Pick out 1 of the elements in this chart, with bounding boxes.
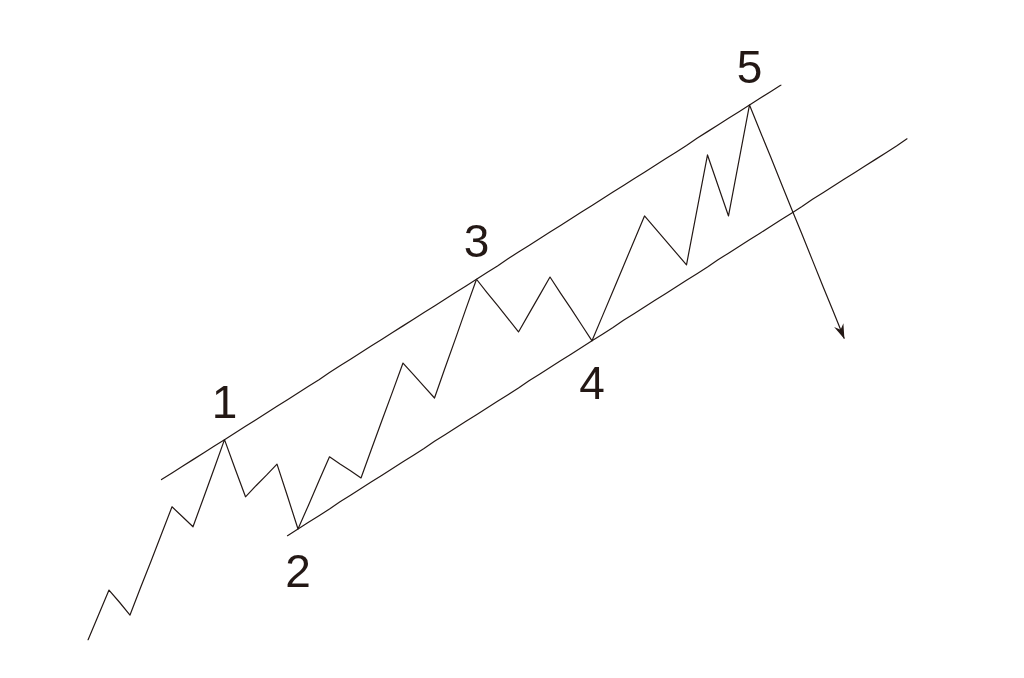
annotation: 5 bbox=[736, 40, 763, 93]
